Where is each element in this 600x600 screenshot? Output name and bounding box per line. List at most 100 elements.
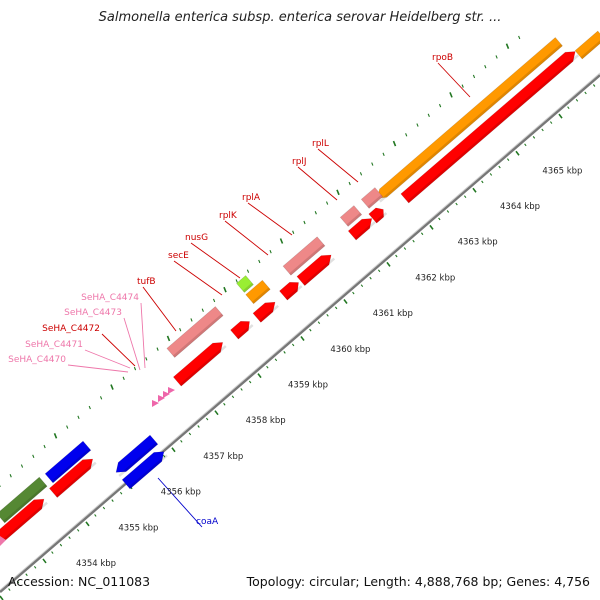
scale-tick [76, 528, 80, 532]
kbp-label: 4357 kbp [203, 452, 243, 462]
outer-tick [66, 425, 69, 429]
outer-tick [122, 376, 125, 381]
scale-tick [119, 491, 123, 495]
kbp-label: 4361 kbp [373, 309, 413, 319]
outer-tick [359, 172, 363, 176]
scale-tick [25, 573, 28, 577]
gene-labels: rpoB rplL rplJ rplA rplK nusG secE tufB SeHA_C44… [8, 53, 453, 527]
gene-feature [252, 301, 280, 323]
accession-text: Accession: NC_011083 [8, 574, 151, 589]
map-title: Salmonella enterica subsp. enterica sero… [98, 10, 502, 25]
scale-tick [59, 543, 63, 547]
outer-tick [416, 123, 419, 127]
gene-label-seha_c4471: SeHA_C4471 [25, 340, 83, 350]
scale-tick [549, 121, 553, 124]
scale-tick [171, 447, 176, 453]
gene-label-rpla: rplA [242, 193, 261, 203]
leader-line [140, 302, 146, 369]
feature-tracks [0, 30, 600, 546]
gene-label-seha_c4472: SeHA_C4472 [42, 324, 100, 334]
scale-tick [567, 106, 570, 110]
scale-tick [498, 165, 501, 169]
scale-tick [51, 551, 54, 554]
small-feature [168, 387, 175, 394]
scale-tick [8, 588, 11, 591]
leader-line [157, 477, 203, 528]
gene-feature [166, 306, 224, 358]
scale-tick [231, 395, 235, 399]
gene-feature [44, 440, 92, 484]
kbp-label: 4355 kbp [118, 523, 158, 533]
kbp-label: 4365 kbp [542, 166, 582, 176]
outer-tick [53, 432, 58, 439]
outer-tick [449, 92, 453, 98]
scale-tick [403, 247, 407, 250]
scale-tick [592, 84, 596, 87]
outer-tick [438, 103, 442, 108]
label-leader-lines [67, 62, 471, 528]
outer-tick [382, 152, 385, 157]
small-feature [0, 536, 6, 546]
scale-tick [274, 358, 278, 362]
scale-tick [266, 365, 269, 369]
gene-feature [282, 236, 326, 276]
outer-tick [166, 335, 171, 342]
leader-line [224, 220, 269, 256]
scale-tick [429, 224, 434, 230]
leader-line [142, 286, 177, 332]
gene-feature [296, 254, 336, 287]
scale-tick [438, 217, 441, 221]
outer-tick [235, 279, 238, 283]
outer-tick [472, 74, 476, 79]
scale-tick [489, 173, 493, 176]
outer-tick [145, 357, 148, 361]
gene-feature [339, 205, 363, 227]
scale-tick [326, 313, 329, 317]
scale-tick [33, 566, 37, 569]
scale-tick [68, 536, 71, 540]
small-feature [158, 395, 165, 402]
leader-line [317, 148, 359, 183]
scale-tick [541, 128, 544, 132]
scale-tick [197, 425, 200, 428]
scale-tick [0, 595, 4, 600]
leader-line [190, 242, 241, 279]
scale-tick [94, 514, 97, 517]
leader-line [297, 166, 338, 201]
kbp-label: 4364 kbp [500, 202, 540, 212]
outer-tick [223, 286, 227, 293]
gene-label-rpll: rplL [312, 139, 329, 149]
leader-line [247, 202, 293, 236]
outer-tick [20, 464, 24, 468]
leader-line [123, 317, 141, 371]
leader-line [101, 333, 136, 367]
small-feature [163, 391, 170, 398]
genome-backbone [0, 72, 600, 593]
scale-tick [446, 210, 450, 213]
scale-tick [369, 276, 372, 280]
gene-label-seha_c4470: SeHA_C4470 [8, 355, 66, 365]
gene-label-tufb: tufB [137, 277, 156, 287]
kbp-label: 4354 kbp [76, 559, 116, 569]
scale-tick [102, 506, 106, 510]
scale-tick [111, 499, 114, 502]
scale-tick [309, 328, 312, 332]
gene-feature [230, 320, 254, 340]
gene-feature [121, 451, 168, 490]
scale-tick [214, 410, 219, 416]
kbp-scale-labels: 4354 kbp 4355 kbp 4356 kbp 4357 kbp 4358 kbp… [76, 166, 582, 569]
outer-tick [392, 140, 397, 147]
scale-tick [291, 343, 295, 347]
scale-tick [472, 187, 477, 193]
outer-tick [156, 347, 159, 351]
gene-feature [48, 458, 97, 498]
gene-feature [368, 207, 388, 224]
gene-feature [279, 281, 303, 301]
outer-tick [314, 211, 317, 215]
scale-tick [386, 261, 391, 267]
scale-tick [205, 417, 209, 421]
outer-tick [461, 84, 464, 88]
outer-tick [77, 415, 80, 420]
gene-feature [236, 275, 254, 293]
